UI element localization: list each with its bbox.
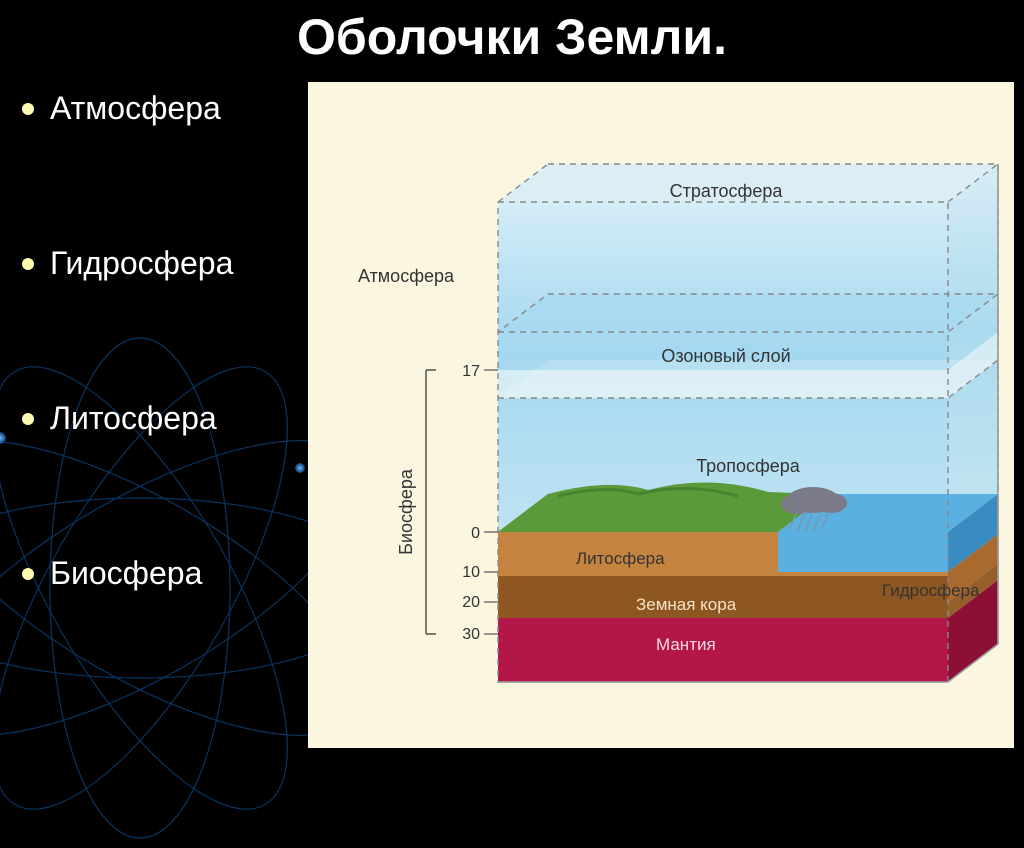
list-item: Атмосфера xyxy=(22,90,302,127)
ozone-label: Озоновый слой xyxy=(661,346,790,366)
tick-10: 10 xyxy=(462,564,480,581)
bullet-label: Биосфера xyxy=(50,555,202,592)
bullet-list: Атмосфера Гидросфера Литосфера Биосфера xyxy=(22,90,302,710)
hydrosphere-label: Гидросфера xyxy=(882,581,980,600)
list-item: Литосфера xyxy=(22,400,302,437)
crust-label: Земная кора xyxy=(636,595,737,614)
list-item: Биосфера xyxy=(22,555,302,592)
bullet-label: Гидросфера xyxy=(50,245,233,282)
troposphere-label: Тропосфера xyxy=(696,456,801,476)
mantle-label: Мантия xyxy=(656,635,716,654)
stratosphere-label: Стратосфера xyxy=(670,181,784,201)
bullet-dot-icon xyxy=(22,258,34,270)
atmosphere-label: Атмосфера xyxy=(358,266,455,286)
tick-20: 20 xyxy=(462,594,480,611)
tick-17: 17 xyxy=(462,363,480,380)
bullet-label: Атмосфера xyxy=(50,90,221,127)
ozone-plane-top xyxy=(498,294,998,332)
lithosphere-label: Литосфера xyxy=(576,549,665,568)
bullet-dot-icon xyxy=(22,568,34,580)
list-item: Гидросфера xyxy=(22,245,302,282)
bullet-label: Литосфера xyxy=(50,400,217,437)
slide-title: Оболочки Земли. xyxy=(0,8,1024,66)
earth-layers-diagram: 17 0 10 20 30 Биосфера Атмосфера Стратос… xyxy=(308,82,1014,748)
bullet-dot-icon xyxy=(22,103,34,115)
tick-0: 0 xyxy=(471,525,480,542)
biosphere-label: Биосфера xyxy=(396,468,416,555)
bullet-dot-icon xyxy=(22,413,34,425)
tick-30: 30 xyxy=(462,626,480,643)
water-front xyxy=(778,532,948,572)
mantle-front xyxy=(498,618,948,682)
